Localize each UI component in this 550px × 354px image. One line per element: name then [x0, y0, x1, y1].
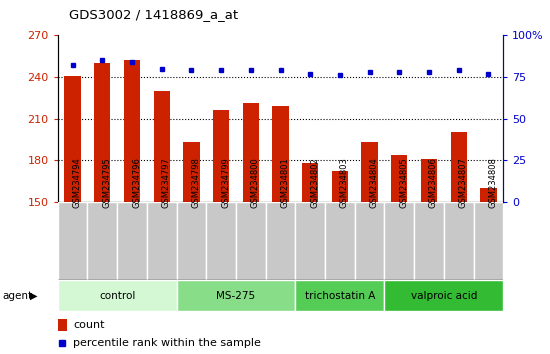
Bar: [361, 142, 378, 202]
Bar: [450, 132, 467, 202]
Bar: [243, 103, 259, 202]
Bar: [391, 155, 408, 202]
Bar: [94, 63, 111, 202]
Text: GSM234803: GSM234803: [340, 157, 349, 208]
Bar: [272, 106, 289, 202]
Bar: [295, 280, 384, 311]
Bar: [153, 91, 170, 202]
Bar: [480, 188, 497, 202]
Text: GSM234808: GSM234808: [488, 157, 497, 208]
Bar: [332, 171, 348, 202]
Text: percentile rank within the sample: percentile rank within the sample: [73, 338, 261, 348]
Bar: [414, 202, 444, 280]
Bar: [384, 280, 503, 311]
Text: ▶: ▶: [30, 291, 38, 301]
Bar: [421, 159, 437, 202]
Bar: [325, 202, 355, 280]
Text: GSM234801: GSM234801: [280, 157, 289, 208]
Bar: [474, 202, 503, 280]
Bar: [444, 202, 474, 280]
Bar: [124, 61, 140, 202]
Bar: [213, 110, 229, 202]
Text: GSM234797: GSM234797: [162, 157, 170, 208]
Bar: [58, 319, 67, 331]
Bar: [384, 202, 414, 280]
Text: GSM234804: GSM234804: [370, 157, 378, 208]
Text: agent: agent: [3, 291, 33, 301]
Bar: [64, 76, 81, 202]
Bar: [236, 202, 266, 280]
Text: GSM234807: GSM234807: [459, 157, 468, 208]
Text: GSM234806: GSM234806: [429, 157, 438, 208]
Bar: [302, 163, 318, 202]
Text: GSM234794: GSM234794: [73, 157, 81, 208]
Text: GSM234795: GSM234795: [102, 157, 111, 208]
Bar: [355, 202, 384, 280]
Bar: [58, 280, 177, 311]
Text: trichostatin A: trichostatin A: [305, 291, 375, 301]
Bar: [177, 202, 206, 280]
Text: MS-275: MS-275: [216, 291, 256, 301]
Text: valproic acid: valproic acid: [411, 291, 477, 301]
Text: GSM234800: GSM234800: [251, 157, 260, 208]
Bar: [147, 202, 177, 280]
Bar: [177, 280, 295, 311]
Bar: [117, 202, 147, 280]
Bar: [87, 202, 117, 280]
Bar: [183, 142, 200, 202]
Text: GSM234805: GSM234805: [399, 157, 408, 208]
Bar: [58, 202, 87, 280]
Text: GSM234796: GSM234796: [132, 157, 141, 208]
Bar: [206, 202, 236, 280]
Text: GSM234799: GSM234799: [221, 157, 230, 208]
Text: GSM234798: GSM234798: [191, 157, 200, 208]
Text: GSM234802: GSM234802: [310, 157, 319, 208]
Text: GDS3002 / 1418869_a_at: GDS3002 / 1418869_a_at: [69, 8, 238, 21]
Text: control: control: [99, 291, 135, 301]
Text: count: count: [73, 320, 105, 330]
Bar: [266, 202, 295, 280]
Bar: [295, 202, 325, 280]
